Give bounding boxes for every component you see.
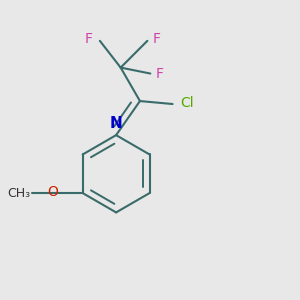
Text: F: F [85, 32, 92, 46]
Text: N: N [110, 116, 122, 131]
Text: F: F [153, 32, 161, 46]
Text: F: F [156, 67, 164, 80]
Text: O: O [48, 184, 58, 199]
Text: Cl: Cl [180, 95, 194, 110]
Text: CH₃: CH₃ [8, 187, 31, 200]
